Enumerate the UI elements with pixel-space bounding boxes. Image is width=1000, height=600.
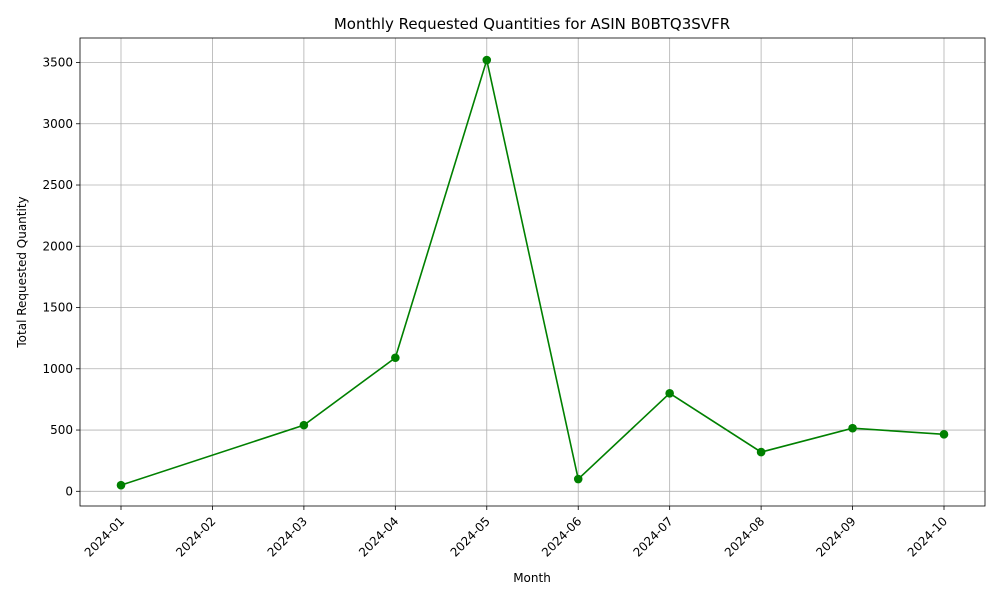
y-axis-ticks: 0 500 1000 1500 2000 2500 3000 3500 (42, 56, 80, 498)
x-tick-label: 2024-02 (173, 514, 218, 559)
data-point (573, 474, 583, 484)
data-point (391, 353, 400, 363)
x-tick-label: 2024-10 (905, 514, 950, 559)
x-axis-label: Month (513, 571, 551, 585)
data-point (756, 447, 766, 457)
grid (80, 38, 985, 506)
x-tick-label: 2024-06 (539, 514, 584, 559)
data-point (116, 480, 126, 490)
series (116, 55, 949, 490)
y-axis-label: Total Requested Quantity (15, 196, 29, 348)
data-point (939, 430, 949, 439)
x-tick-label: 2024-01 (82, 514, 127, 559)
x-tick-label: 2024-07 (630, 514, 675, 559)
x-tick-label: 2024-03 (265, 514, 310, 559)
x-axis-ticks: 2024-01 2024-02 2024-03 2024-04 2024-05 2024-… (82, 506, 950, 560)
data-point (299, 420, 309, 430)
x-tick-label: 2024-04 (356, 514, 401, 559)
data-point (848, 423, 857, 433)
y-tick-label: 500 (50, 423, 73, 437)
y-tick-label: 1000 (42, 362, 73, 376)
chart-title: Monthly Requested Quantities for ASIN B0… (334, 15, 730, 33)
x-tick-label: 2024-08 (722, 514, 767, 559)
plot-area-frame (79, 37, 986, 507)
y-tick-label: 3000 (42, 117, 73, 131)
data-point (482, 55, 492, 65)
y-tick-label: 1500 (42, 301, 73, 315)
data-point (665, 388, 674, 398)
y-tick-label: 2500 (42, 178, 73, 192)
y-tick-label: 3500 (42, 56, 73, 70)
x-tick-label: 2024-05 (448, 514, 493, 559)
x-tick-label: 2024-09 (813, 514, 858, 559)
y-tick-label: 2000 (42, 239, 73, 253)
y-tick-label: 0 (65, 484, 73, 498)
